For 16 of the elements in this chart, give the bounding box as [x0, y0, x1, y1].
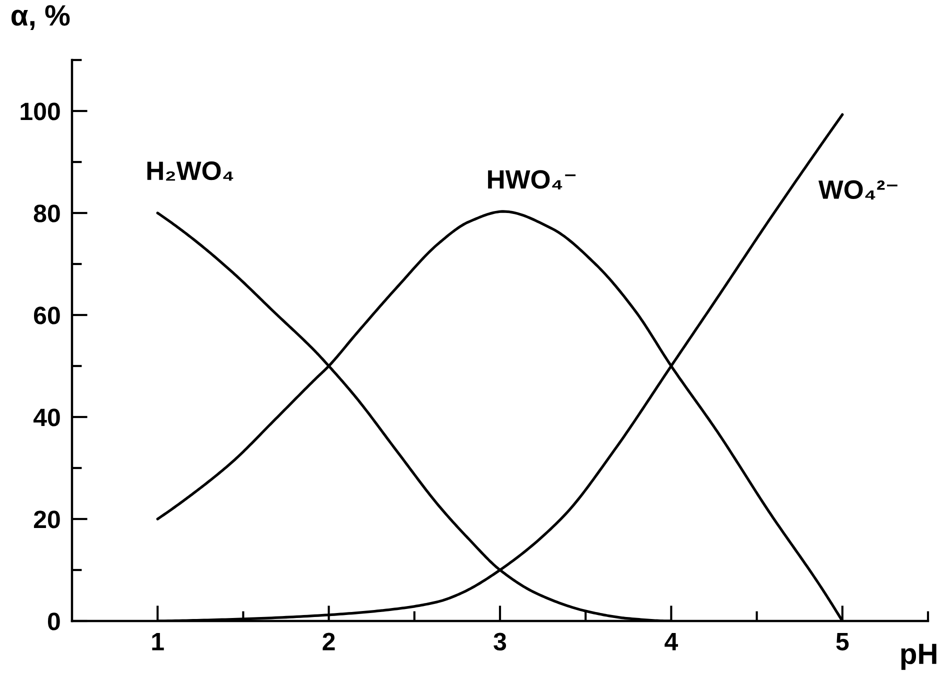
- x-axis-title: pH: [901, 644, 936, 670]
- series-label: HWO₄⁻: [488, 170, 576, 190]
- y-axis-title: α, %: [12, 5, 70, 30]
- y-tick-label: 40: [33, 408, 60, 426]
- y-tick-label: 60: [34, 306, 60, 324]
- x-tick-label: 4: [664, 633, 678, 650]
- x-tick-label: 1: [152, 633, 164, 650]
- y-tick-label: 20: [34, 510, 60, 528]
- x-tick-label: 5: [836, 633, 849, 650]
- y-tick-label: 0: [48, 612, 60, 630]
- series-label: WO₄²⁻: [818, 180, 898, 200]
- x-tick-label: 3: [494, 632, 506, 651]
- x-tick-label: 2: [322, 632, 335, 650]
- series-label: H₂WO₄: [147, 161, 234, 181]
- y-tick-label: 80: [34, 204, 60, 222]
- y-tick-label: 100: [20, 102, 60, 120]
